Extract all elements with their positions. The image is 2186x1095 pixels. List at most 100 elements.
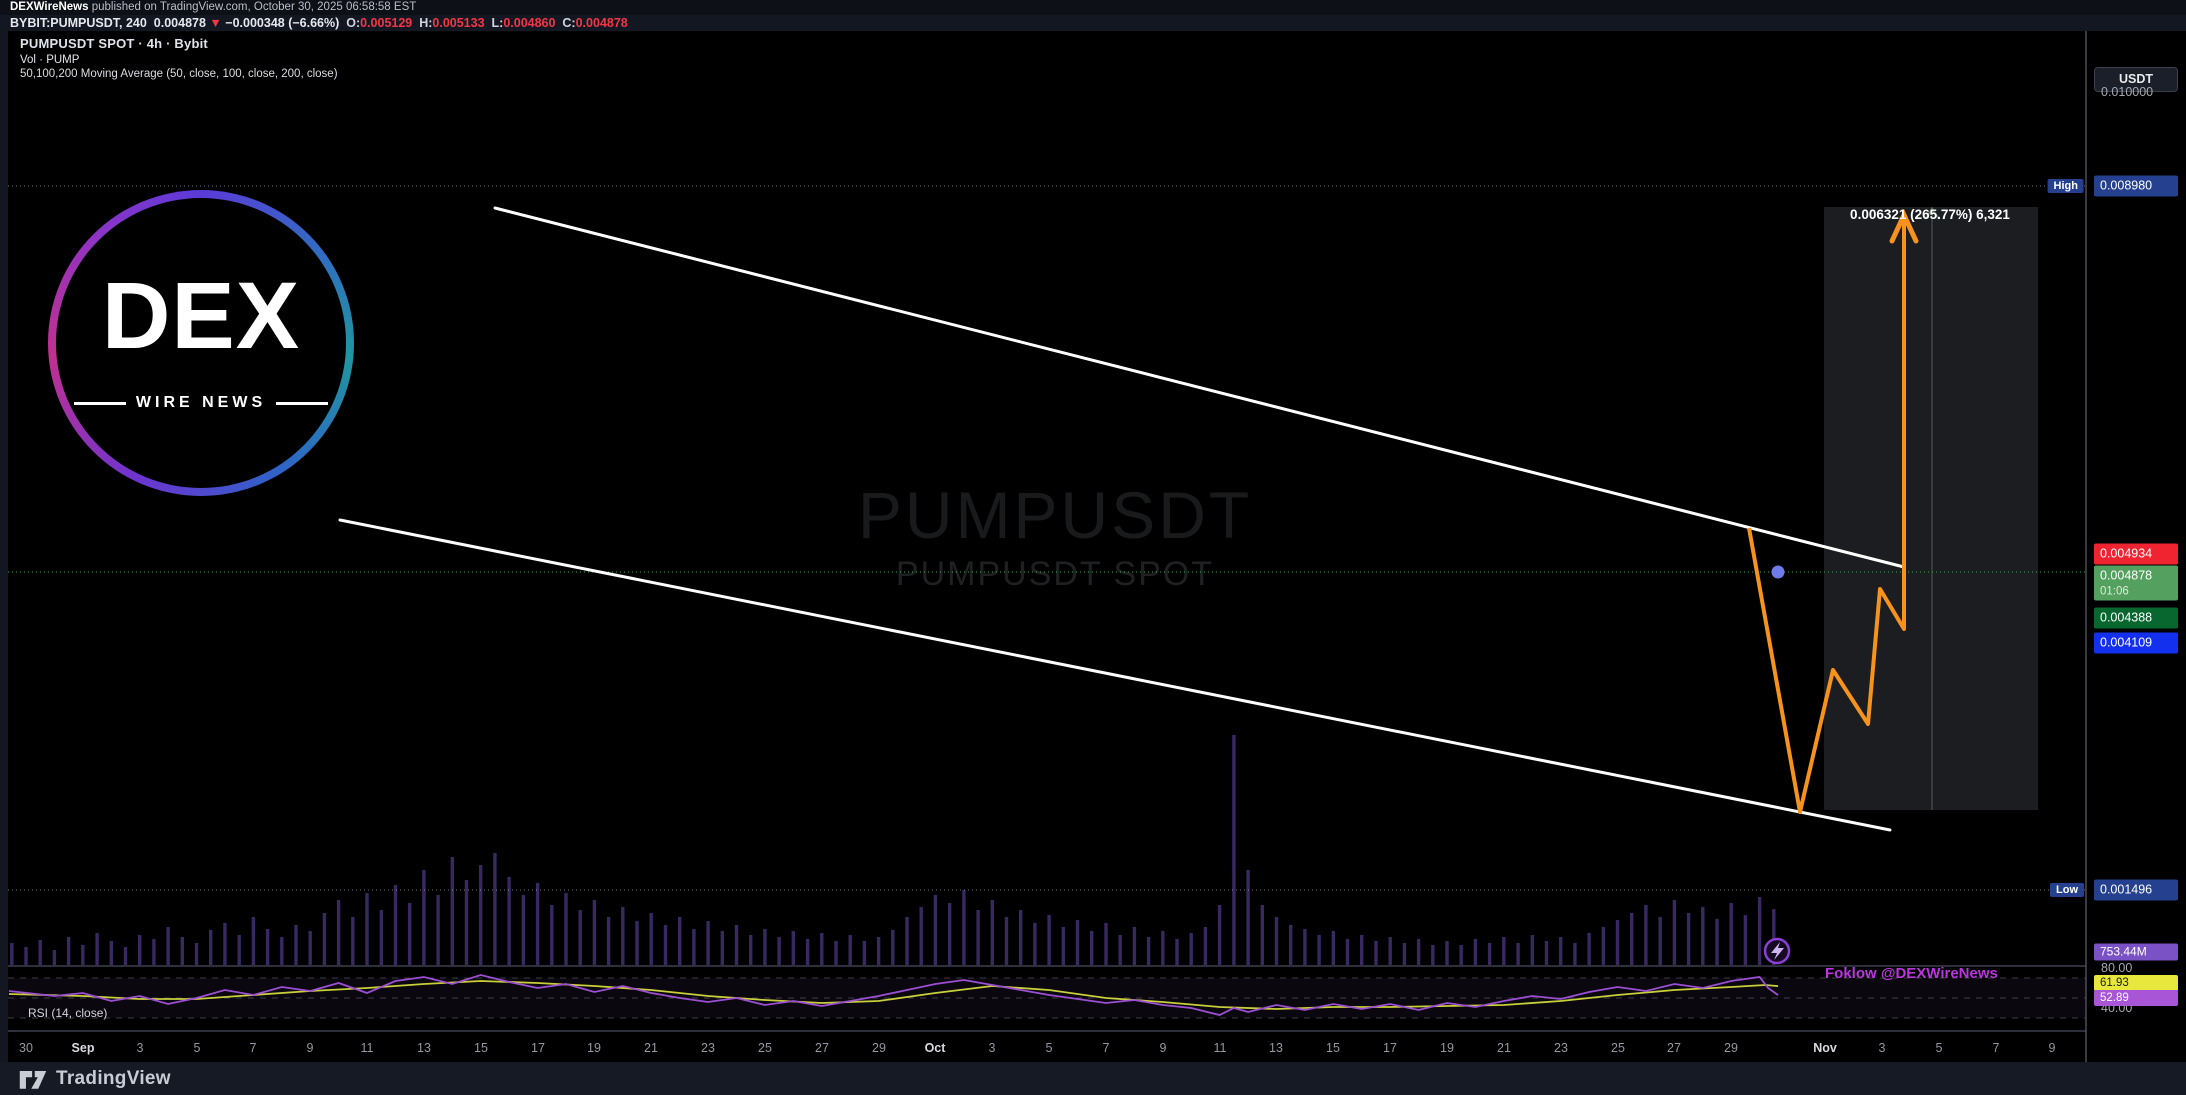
- time-axis-tick: 7: [1992, 1041, 2000, 1055]
- lightning-bolt-icon: [1771, 942, 1784, 960]
- volume-bar: [265, 929, 270, 965]
- volume-bar: [1061, 927, 1065, 965]
- open-value: 0.005129: [360, 16, 413, 30]
- volume-bar: [393, 885, 398, 965]
- time-axis-tick: 11: [1213, 1041, 1227, 1055]
- currency-toggle-button[interactable]: USDT: [2094, 67, 2178, 92]
- volume-bar: [649, 913, 653, 965]
- volume-bar: [95, 933, 99, 965]
- volume-bar: [1360, 935, 1364, 965]
- volume-bar: [1047, 915, 1051, 965]
- volume-bar: [1757, 897, 1762, 965]
- volume-bar: [564, 893, 568, 965]
- volume-bar: [479, 865, 483, 965]
- publish-bar: DEXWireNews published on TradingView.com…: [0, 0, 2186, 15]
- volume-bar: [1544, 941, 1549, 965]
- ticker-bar[interactable]: BYBIT:PUMPUSDT, 240 0.004878 ▼ −0.000348…: [0, 15, 2186, 31]
- volume-bar: [450, 857, 454, 965]
- volume-bar: [280, 937, 284, 965]
- time-axis-tick: 5: [1935, 1041, 1943, 1055]
- volume-bar: [1416, 939, 1421, 965]
- low-value: 0.004860: [503, 16, 556, 30]
- low-label: L:: [491, 16, 504, 30]
- time-axis-tick: 3: [1878, 1041, 1886, 1055]
- volume-bar: [436, 895, 440, 965]
- publish-info: published on TradingView.com, October 30…: [88, 1, 417, 13]
- rsi-ma-line: [8, 980, 1779, 1010]
- tradingview-logo-icon[interactable]: [18, 1066, 48, 1092]
- time-axis-tick: 23: [701, 1041, 715, 1055]
- legend-volume[interactable]: Vol · PUMP: [20, 54, 80, 66]
- logo-rule-left: [73, 401, 126, 405]
- volume-bar: [578, 910, 582, 965]
- time-axis-tick: 17: [531, 1041, 545, 1055]
- volume-bar: [1175, 939, 1179, 965]
- time-axis-tick: 7: [1102, 1041, 1110, 1055]
- volume-bar: [905, 917, 909, 965]
- time-axis-tick: 5: [193, 1041, 201, 1055]
- time-axis-tick: 21: [1497, 1041, 1511, 1055]
- volume-bar: [1573, 943, 1577, 965]
- down-arrow-icon: ▼: [209, 16, 222, 30]
- volume-bar: [1559, 937, 1563, 965]
- chart-legend[interactable]: PUMPUSDT SPOT · 4h · Bybit Vol · PUMP 50…: [20, 36, 338, 80]
- low-price-chip: 0.001496: [2094, 879, 2178, 901]
- time-axis-tick: Oct: [924, 1041, 946, 1055]
- follow-handle[interactable]: Foklow @DEXWireNews: [1825, 965, 1998, 982]
- time-axis-tick: 7: [249, 1041, 257, 1055]
- logo-wire-news-text: WIRE NEWS: [135, 394, 267, 411]
- volume-bar: [365, 893, 369, 965]
- time-axis-tick: 19: [1440, 1041, 1454, 1055]
- price-label-chip: 0.004109: [2094, 632, 2178, 654]
- tradingview-logo-text[interactable]: TradingView: [56, 1067, 171, 1089]
- volume-bar: [621, 907, 625, 965]
- volume-bar: [635, 921, 639, 965]
- volume-bar: [464, 880, 469, 965]
- volume-bar: [1587, 933, 1591, 965]
- volume-bar: [1303, 929, 1307, 965]
- volume-bar: [763, 929, 767, 965]
- last-price-dot: [1771, 565, 1785, 579]
- volume-bar: [1672, 900, 1677, 965]
- rsi-indicator-label[interactable]: RSI (14, close): [28, 1006, 108, 1020]
- volume-bar: [81, 945, 85, 965]
- volume-bar: [194, 943, 199, 965]
- volume-bar: [223, 923, 227, 965]
- volume-bar: [422, 870, 426, 965]
- volume-label-chip: 753.44M: [2094, 943, 2178, 961]
- volume-bar: [720, 931, 724, 965]
- rsi-line: [8, 974, 1779, 1016]
- chart-area[interactable]: PUMPUSDT SPOT · 4h · Bybit Vol · PUMP 50…: [0, 31, 2186, 1062]
- volume-bar: [521, 895, 525, 965]
- volume-bar: [1374, 941, 1378, 965]
- legend-moving-average[interactable]: 50,100,200 Moving Average (50, close, 10…: [20, 68, 338, 80]
- volume-bar: [550, 905, 554, 965]
- volume-bar: [976, 910, 980, 965]
- legend-symbol[interactable]: PUMPUSDT SPOT · 4h · Bybit: [20, 36, 208, 51]
- time-axis-tick: 23: [1554, 1041, 1568, 1055]
- low-chip: Low: [2050, 883, 2084, 897]
- price-change: −0.000348 (−6.66%): [225, 16, 340, 30]
- time-axis-tick: Nov: [1813, 1041, 1837, 1055]
- volume-bar: [1146, 937, 1151, 965]
- volume-bar: [1701, 907, 1705, 965]
- chart-canvas[interactable]: [0, 31, 2186, 1062]
- volume-bar: [1772, 909, 1776, 965]
- rsi-band: [8, 978, 2086, 1018]
- rsi-value-chip: 61.93: [2094, 975, 2178, 991]
- bottom-toolbar: TradingView: [0, 1062, 2186, 1095]
- volume-bar: [24, 947, 28, 965]
- volume-bar: [1601, 927, 1605, 965]
- projection-annotation[interactable]: 0.006321 (265.77%) 6,321: [1850, 207, 2010, 222]
- high-price-chip: 0.008980: [2094, 175, 2178, 197]
- volume-bar: [876, 937, 881, 965]
- logo-dex-text: DEX: [101, 263, 301, 369]
- volume-bar: [1260, 905, 1264, 965]
- logo-rule-right: [276, 401, 329, 405]
- volume-bar: [251, 917, 256, 965]
- ticker-symbol[interactable]: BYBIT:PUMPUSDT, 240: [10, 16, 147, 30]
- volume-bar: [379, 910, 383, 965]
- volume-bar: [152, 939, 156, 965]
- volume-bar: [1431, 945, 1435, 965]
- volume-bar: [1729, 903, 1733, 965]
